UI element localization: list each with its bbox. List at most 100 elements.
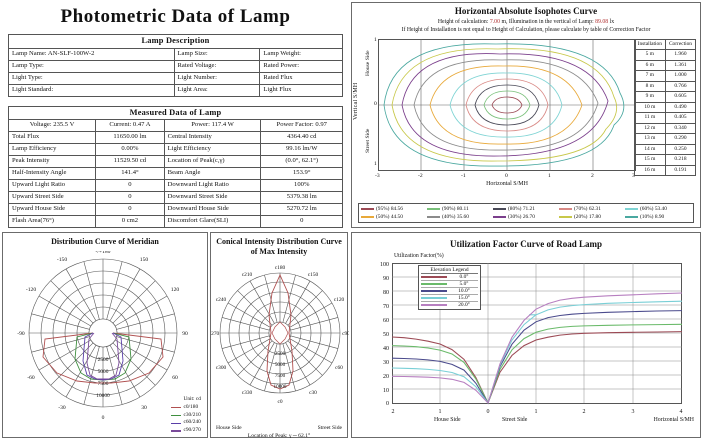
utilization-chart-svg: 100 90 80 70 60 50 40 30 20 10 0 2 1 0 1… xyxy=(380,262,683,415)
legend-label: (50%) 44.50 xyxy=(376,214,403,220)
table-row: 12 m 0.340 xyxy=(633,122,697,135)
table-row: 15 m 0.218 xyxy=(633,154,697,166)
conical-angle-label: c330 xyxy=(242,390,253,396)
legend-swatch xyxy=(421,290,447,292)
measured-label: Upward Light Ratio xyxy=(7,178,97,192)
utilization-legend: Elevation Legend 0.0° 5.0° 10.0° 15.0° 2… xyxy=(418,265,481,310)
legend-label: 0.0° xyxy=(459,274,469,280)
isophotes-plot xyxy=(378,38,636,171)
measured-value: 0 xyxy=(260,214,343,228)
lamp-data-tables-panel: Photometric Data of Lamp Lamp Descriptio… xyxy=(2,2,349,228)
conical-ring-label: 5000 xyxy=(275,362,286,368)
legend-swatch xyxy=(427,216,440,218)
height-of-calculation-value: 7.00 xyxy=(489,19,500,25)
legend-swatch xyxy=(559,216,572,218)
cf-installation: 9 m xyxy=(633,91,666,103)
measured-value: 99.16 lm/W xyxy=(260,143,343,157)
measured-label: Peak Intensity xyxy=(7,155,97,168)
legend-item: (80%) 71.21 xyxy=(493,206,559,212)
utilization-street-side-label: Street Side xyxy=(502,417,528,423)
cf-installation: 16 m xyxy=(633,164,666,177)
table-row: 9 m 0.605 xyxy=(633,91,697,103)
isophotes-y-axis-label: Vertical S/MH xyxy=(353,82,359,120)
meridian-angle-label: 120 xyxy=(171,287,180,293)
light-flux-cell: Light Flux xyxy=(259,83,343,97)
table-row: Light Standard: Light Area: Light Flux xyxy=(8,83,343,97)
meridian-legend: Unit: cd c0/180 c30/210 c60/240 c90/270 xyxy=(171,396,201,435)
legend-label: c90/270 xyxy=(183,427,201,434)
conical-ring-label: 2500 xyxy=(275,351,286,357)
conical-angle-label: c60 xyxy=(335,365,343,371)
conical-angle-label: c30 xyxy=(309,390,317,396)
isophotes-panel: Horizontal Absolute Isophotes Curve Heig… xyxy=(351,2,701,228)
legend-item: (70%) 62.31 xyxy=(559,206,625,212)
table-row: 8 m 0.766 xyxy=(633,80,697,93)
conical-chart: Conical Intensity Distribution Curve of … xyxy=(211,237,349,441)
utilization-house-side-label: House Side xyxy=(434,417,461,423)
power-factor-cell: Power Factor: 0.97 xyxy=(260,119,343,133)
lamp-weight-cell: Lamp Weight: xyxy=(259,47,343,61)
measured-value: 11650.00 lm xyxy=(95,131,165,145)
isophotes-xtick: 3 xyxy=(632,172,635,179)
legend-item: c30/210 xyxy=(171,412,201,420)
utilization-ytick: 50 xyxy=(383,332,389,338)
conical-ring-label: 10000 xyxy=(274,384,287,390)
isophotes-contour-svg xyxy=(378,38,636,171)
isophotes-xtick: -2 xyxy=(418,172,423,179)
table-row: Lamp Type: Rated Voltage: Rated Power: xyxy=(8,59,343,73)
cf-header-correction: Correction xyxy=(664,38,697,51)
conical-panel: Conical Intensity Distribution Curve of … xyxy=(210,232,349,441)
conical-peak-location: Location of Peak: γ ─ 62.1° xyxy=(247,433,311,439)
cf-installation: 14 m xyxy=(633,143,666,156)
cf-installation: 7 m xyxy=(633,70,666,82)
measured-label: Lamp Efficiency xyxy=(7,143,97,157)
legend-swatch xyxy=(171,406,182,409)
legend-label: (70%) 62.31 xyxy=(574,206,601,212)
isophotes-xtick: -3 xyxy=(375,172,380,179)
utilization-xtick: 1 xyxy=(439,409,442,415)
isophotes-xtick: 2 xyxy=(591,172,594,179)
utilization-x-axis-label: Horizontal S/MH xyxy=(653,417,694,423)
utilization-ytick: 60 xyxy=(383,318,389,324)
legend-label: (20%) 17.80 xyxy=(574,214,601,220)
measured-value: 141.4° xyxy=(95,167,165,180)
conical-house-side-label: House Side xyxy=(216,425,242,431)
measured-value: 0 xyxy=(95,202,165,216)
legend-item: c90/270 xyxy=(171,427,201,435)
legend-label: (90%) 80.11 xyxy=(442,206,469,212)
legend-item: c60/240 xyxy=(171,419,201,427)
legend-label: (95%) 84.56 xyxy=(376,206,403,212)
isophotes-legend: (95%) 84.56 (90%) 80.11 (80%) 71.21 (70%… xyxy=(358,203,694,223)
measured-value: 4364.40 cd xyxy=(260,131,343,145)
table-row: 10 m 0.490 xyxy=(633,101,697,114)
correction-factor-table: Installation Correction 5 m 1.960 6 m 1.36… xyxy=(633,38,697,177)
conical-title-line1: Conical Intensity Distribution Curve xyxy=(216,237,342,246)
legend-item: 5.0° xyxy=(421,281,478,288)
vertical-illumination-value: 89.08 xyxy=(595,19,609,25)
table-row: 14 m 0.250 xyxy=(633,143,697,156)
table-row: 13 m 0.290 xyxy=(633,133,697,145)
table-row: Total Flux 11650.00 lm Central Intensity… xyxy=(7,131,343,145)
legend-swatch xyxy=(421,283,447,285)
measured-data-table: Measured Data of Lamp Voltage: 235.5 V C… xyxy=(7,105,343,228)
isophotes-subtitle-line2: If Height of Installation is not equal t… xyxy=(401,27,651,34)
legend-swatch xyxy=(493,208,506,210)
light-type-cell: Light Type: xyxy=(8,71,175,85)
utilization-panel: Utilization Factor Curve of Road Lamp Ut… xyxy=(351,232,701,438)
measured-value: 100% xyxy=(260,178,343,192)
legend-swatch xyxy=(361,216,374,218)
meridian-panel: Distribution Curve of Meridian xyxy=(2,232,208,438)
measured-value: 11529.50 cd xyxy=(95,155,165,168)
meridian-polar-svg: -/+180 150 120 90 60 30 0 -30 -60 -90 -1… xyxy=(17,251,188,421)
utilization-ytick: 40 xyxy=(383,346,389,352)
conical-angle-label: c150 xyxy=(308,272,319,278)
isophotes-legend-row: (95%) 84.56 (90%) 80.11 (80%) 71.21 (70%… xyxy=(361,206,691,212)
meridian-angle-label: 30 xyxy=(141,405,147,411)
legend-swatch xyxy=(625,216,638,218)
lamp-name-cell: Lamp Name: AN-SLF-100W-2 xyxy=(8,47,175,61)
measured-label: Total Flux xyxy=(7,131,97,145)
legend-swatch xyxy=(171,422,182,424)
meridian-ring-label: 2500 xyxy=(98,357,109,363)
table-row: 16 m 0.191 xyxy=(633,164,697,177)
cf-header-installation: Installation xyxy=(633,38,666,51)
